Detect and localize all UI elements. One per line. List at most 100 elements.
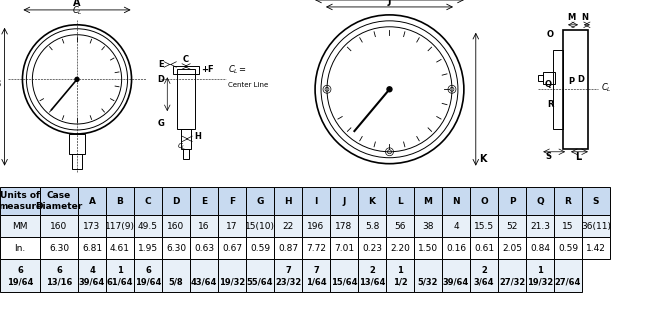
Bar <box>414 187 442 215</box>
Text: 1.95: 1.95 <box>138 244 158 253</box>
Text: 61/64: 61/64 <box>107 277 133 286</box>
Text: 5/8: 5/8 <box>169 277 183 286</box>
Bar <box>330 237 358 259</box>
Bar <box>134 237 162 259</box>
Bar <box>554 237 582 259</box>
Text: K: K <box>369 197 376 206</box>
Bar <box>274 237 302 259</box>
Text: A: A <box>88 197 96 206</box>
Bar <box>181 129 191 149</box>
Bar <box>218 187 246 215</box>
Bar <box>162 259 190 292</box>
Circle shape <box>387 87 392 92</box>
Text: 196: 196 <box>307 222 324 231</box>
Text: 4.61: 4.61 <box>110 244 130 253</box>
Text: 1/2: 1/2 <box>393 277 408 286</box>
Text: $C_L$: $C_L$ <box>177 142 186 152</box>
Text: Center Line: Center Line <box>227 82 268 88</box>
Bar <box>190 215 218 237</box>
Bar <box>78 187 106 215</box>
Bar <box>134 215 162 237</box>
Bar <box>553 50 563 129</box>
Bar <box>526 215 554 237</box>
Bar <box>177 70 195 129</box>
Text: 19/32: 19/32 <box>527 277 553 286</box>
Bar <box>246 215 274 237</box>
Bar <box>106 259 134 292</box>
Text: 0.63: 0.63 <box>194 244 214 253</box>
Text: M: M <box>567 13 575 22</box>
Bar <box>0 237 40 259</box>
Bar <box>274 259 302 292</box>
Text: 4: 4 <box>89 266 95 275</box>
Bar <box>134 259 162 292</box>
Text: 0.23: 0.23 <box>362 244 382 253</box>
Bar <box>190 237 218 259</box>
Text: 5/32: 5/32 <box>418 277 438 286</box>
Bar <box>134 187 162 215</box>
Bar <box>470 215 498 237</box>
Text: 22: 22 <box>282 222 294 231</box>
Bar <box>246 237 274 259</box>
Text: 6.81: 6.81 <box>82 244 102 253</box>
Text: 3/64: 3/64 <box>474 277 494 286</box>
Bar <box>358 259 386 292</box>
Text: 56: 56 <box>395 222 406 231</box>
Bar <box>358 215 386 237</box>
Bar <box>414 259 442 292</box>
Text: O: O <box>547 30 554 39</box>
Text: 7: 7 <box>285 266 291 275</box>
Bar <box>78 259 106 292</box>
Bar <box>78 237 106 259</box>
Circle shape <box>75 77 79 81</box>
Text: 6: 6 <box>17 266 23 275</box>
Bar <box>414 215 442 237</box>
Text: L: L <box>397 197 403 206</box>
Text: Case
Diameter: Case Diameter <box>35 192 83 211</box>
Bar <box>330 187 358 215</box>
Text: 19/64: 19/64 <box>6 277 33 286</box>
Text: 49.5: 49.5 <box>138 222 158 231</box>
Text: J: J <box>343 197 346 206</box>
Text: G: G <box>157 119 164 129</box>
Bar <box>162 187 190 215</box>
Bar <box>554 215 582 237</box>
Text: 173: 173 <box>83 222 101 231</box>
Text: 15(10): 15(10) <box>245 222 275 231</box>
Bar <box>582 215 610 237</box>
Text: H: H <box>194 132 201 141</box>
Text: 1: 1 <box>537 266 543 275</box>
Bar <box>358 237 386 259</box>
Text: 16: 16 <box>198 222 210 231</box>
Text: P: P <box>509 197 515 206</box>
Bar <box>246 187 274 215</box>
Bar <box>183 149 189 159</box>
Text: Q: Q <box>536 197 544 206</box>
Bar <box>386 215 414 237</box>
Bar <box>554 187 582 215</box>
Bar <box>302 187 330 215</box>
Text: J: J <box>388 0 391 6</box>
Text: 0.84: 0.84 <box>530 244 550 253</box>
Bar <box>470 187 498 215</box>
Bar <box>246 259 274 292</box>
Bar <box>470 237 498 259</box>
Text: C: C <box>145 197 151 206</box>
Text: 21.3: 21.3 <box>530 222 550 231</box>
Bar <box>218 237 246 259</box>
Text: 38: 38 <box>422 222 434 231</box>
Text: K: K <box>479 154 486 164</box>
Bar <box>582 187 610 215</box>
Text: $C_L=$: $C_L=$ <box>227 64 247 76</box>
Text: 13/16: 13/16 <box>46 277 72 286</box>
Text: 160: 160 <box>51 222 68 231</box>
Text: L: L <box>575 152 581 162</box>
Text: 2: 2 <box>481 266 487 275</box>
Text: R: R <box>547 100 553 109</box>
Text: 2: 2 <box>369 266 375 275</box>
Text: 6.30: 6.30 <box>166 244 186 253</box>
Text: 15.5: 15.5 <box>474 222 494 231</box>
Text: Units of
measure: Units of measure <box>0 192 42 211</box>
Bar <box>302 259 330 292</box>
Bar <box>0 187 40 215</box>
